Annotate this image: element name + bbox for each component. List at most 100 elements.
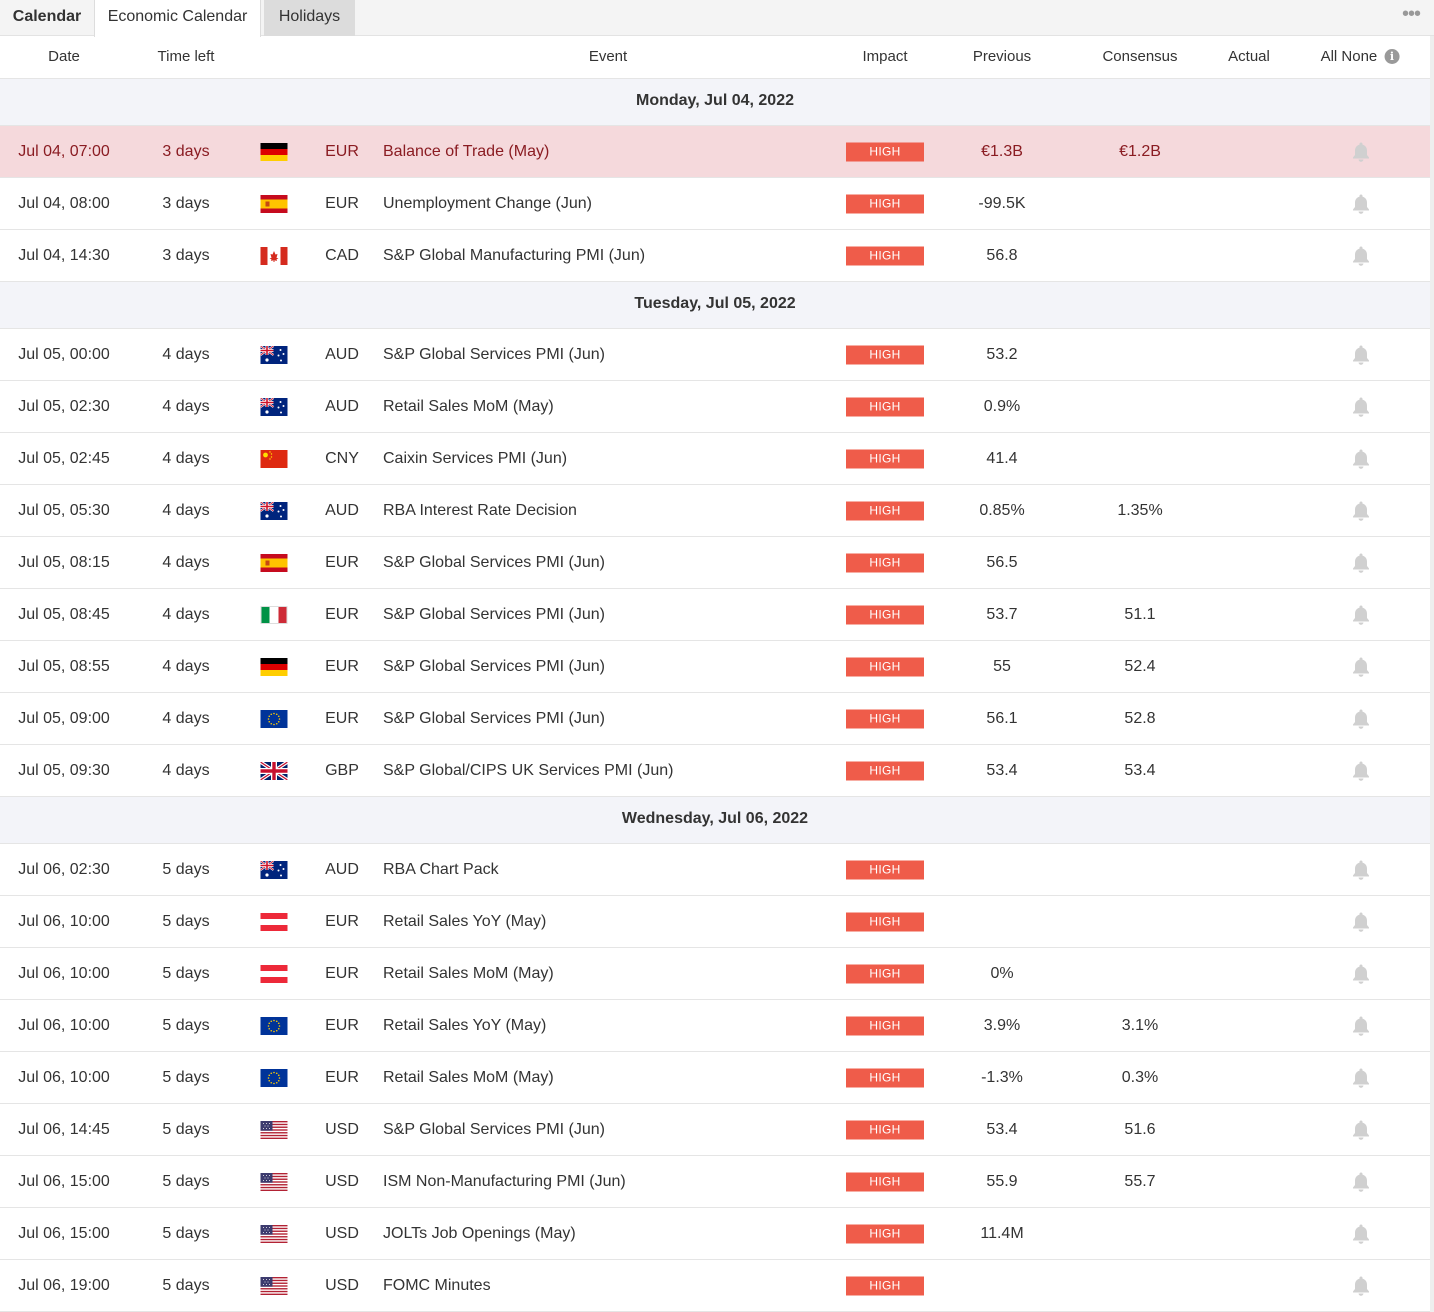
- info-icon[interactable]: i: [1384, 49, 1400, 64]
- scrollbar[interactable]: [1430, 36, 1434, 1312]
- event-currency: EUR: [325, 1068, 359, 1086]
- alerts-toggle-group: All None i: [1321, 48, 1400, 65]
- event-row[interactable]: Jul 06, 10:00 5 days EUR Retail Sales MoM (…: [0, 948, 1430, 1000]
- event-row[interactable]: Jul 06, 10:00 5 days EUR Retail Sales YoY (…: [0, 896, 1430, 948]
- event-row[interactable]: Jul 04, 14:30 3 days CAD S&P Global Manufac…: [0, 230, 1430, 282]
- event-name[interactable]: S&P Global Services PMI (Jun): [383, 345, 606, 363]
- event-name[interactable]: S&P Global Services PMI (Jun): [383, 1120, 606, 1138]
- bell-icon[interactable]: [1351, 448, 1371, 470]
- event-name[interactable]: Retail Sales MoM (May): [383, 964, 554, 982]
- event-row[interactable]: Jul 06, 10:00 5 days EUR Retail Sales MoM (…: [0, 1052, 1430, 1104]
- event-name[interactable]: Balance of Trade (May): [383, 142, 550, 160]
- event-date: Jul 06, 10:00: [18, 912, 110, 930]
- event-row[interactable]: Jul 05, 02:30 4 days AUD Retail Sales MoM (…: [0, 381, 1430, 433]
- event-name[interactable]: Retail Sales YoY (May): [383, 912, 547, 930]
- event-name[interactable]: S&P Global Services PMI (Jun): [383, 553, 606, 571]
- bell-icon[interactable]: [1351, 604, 1371, 626]
- event-name[interactable]: S&P Global Services PMI (Jun): [383, 657, 606, 675]
- event-row[interactable]: Jul 06, 15:00 5 days USD JOLTs Job Openings…: [0, 1208, 1430, 1260]
- event-row[interactable]: Jul 05, 00:00 4 days AUD S&P Global Service…: [0, 329, 1430, 381]
- event-row[interactable]: Jul 06, 02:30 5 days AUD RBA Chart Pack HIGH: [0, 844, 1430, 896]
- col-time-left: Time left: [157, 48, 215, 65]
- tab-holidays[interactable]: Holidays: [264, 0, 355, 36]
- event-row[interactable]: Jul 06, 19:00 5 days USD FOMC Minutes HIGH: [0, 1260, 1430, 1312]
- impact-badge: HIGH: [846, 501, 924, 520]
- tab-bar: Calendar Economic Calendar Holidays •••: [0, 0, 1434, 37]
- event-row[interactable]: Jul 04, 08:00 3 days EUR Unemployment Chang…: [0, 178, 1430, 230]
- event-name[interactable]: Retail Sales MoM (May): [383, 397, 554, 415]
- event-name[interactable]: RBA Interest Rate Decision: [383, 501, 577, 519]
- event-previous: 55: [993, 657, 1011, 675]
- event-name[interactable]: RBA Chart Pack: [383, 860, 499, 878]
- event-name[interactable]: JOLTs Job Openings (May): [383, 1224, 576, 1242]
- col-actual: Actual: [1228, 48, 1270, 65]
- bell-icon[interactable]: [1351, 760, 1371, 782]
- select-none-alerts[interactable]: None: [1341, 48, 1378, 65]
- col-impact: Impact: [862, 48, 908, 65]
- event-name[interactable]: Caixin Services PMI (Jun): [383, 449, 568, 467]
- event-name[interactable]: Retail Sales MoM (May): [383, 1068, 554, 1086]
- economic-calendar-table: Date Time left Event Impact Previous Con…: [0, 36, 1430, 1312]
- event-date: Jul 06, 19:00: [18, 1276, 110, 1294]
- event-name[interactable]: ISM Non-Manufacturing PMI (Jun): [383, 1172, 626, 1190]
- event-row[interactable]: Jul 05, 09:30 4 days GBP S&P Global/CIPS UK…: [0, 745, 1430, 797]
- more-options-icon[interactable]: •••: [1401, 3, 1421, 25]
- flag-de-icon: [260, 142, 288, 161]
- day-header: Wednesday, Jul 06, 2022: [0, 797, 1430, 844]
- event-date: Jul 06, 10:00: [18, 1068, 110, 1086]
- bell-icon[interactable]: [1351, 963, 1371, 985]
- bell-icon[interactable]: [1351, 500, 1371, 522]
- impact-badge: HIGH: [846, 964, 924, 983]
- bell-icon[interactable]: [1351, 141, 1371, 163]
- bell-icon[interactable]: [1351, 1067, 1371, 1089]
- bell-icon[interactable]: [1351, 396, 1371, 418]
- event-row[interactable]: Jul 05, 08:15 4 days EUR S&P Global Service…: [0, 537, 1430, 589]
- event-name[interactable]: Unemployment Change (Jun): [383, 194, 592, 212]
- event-date: Jul 06, 14:45: [18, 1120, 110, 1138]
- tab-calendar[interactable]: Calendar: [12, 8, 82, 25]
- event-name[interactable]: FOMC Minutes: [383, 1276, 491, 1294]
- impact-badge: HIGH: [846, 709, 924, 728]
- impact-badge: HIGH: [846, 397, 924, 416]
- bell-icon[interactable]: [1351, 708, 1371, 730]
- event-currency: AUD: [325, 397, 359, 415]
- bell-icon[interactable]: [1351, 344, 1371, 366]
- bell-icon[interactable]: [1351, 1275, 1371, 1297]
- event-name[interactable]: S&P Global Manufacturing PMI (Jun): [383, 246, 646, 264]
- bell-icon[interactable]: [1351, 1223, 1371, 1245]
- event-row[interactable]: Jul 05, 02:45 4 days CNY Caixin Services PM…: [0, 433, 1430, 485]
- bell-icon[interactable]: [1351, 911, 1371, 933]
- event-name[interactable]: S&P Global Services PMI (Jun): [383, 709, 606, 727]
- impact-badge: HIGH: [846, 246, 924, 265]
- bell-icon[interactable]: [1351, 552, 1371, 574]
- event-date: Jul 04, 08:00: [18, 194, 110, 212]
- event-date: Jul 06, 15:00: [18, 1224, 110, 1242]
- event-currency: CAD: [325, 246, 359, 264]
- event-consensus: 51.1: [1124, 605, 1156, 623]
- bell-icon[interactable]: [1351, 656, 1371, 678]
- event-row[interactable]: Jul 05, 05:30 4 days AUD RBA Interest Rate …: [0, 485, 1430, 537]
- event-row[interactable]: Jul 05, 09:00 4 days EUR S&P Global Service…: [0, 693, 1430, 745]
- tab-economic-calendar[interactable]: Economic Calendar: [94, 0, 261, 37]
- event-currency: EUR: [325, 912, 359, 930]
- event-row[interactable]: Jul 06, 14:45 5 days USD S&P Global Service…: [0, 1104, 1430, 1156]
- event-previous: 56.8: [986, 246, 1018, 264]
- bell-icon[interactable]: [1351, 1171, 1371, 1193]
- bell-icon[interactable]: [1351, 193, 1371, 215]
- event-row[interactable]: Jul 05, 08:55 4 days EUR S&P Global Service…: [0, 641, 1430, 693]
- event-time-left: 3 days: [162, 246, 210, 264]
- event-name[interactable]: Retail Sales YoY (May): [383, 1016, 547, 1034]
- event-name[interactable]: S&P Global/CIPS UK Services PMI (Jun): [383, 761, 674, 779]
- event-row[interactable]: Jul 06, 15:00 5 days USD ISM Non-Manufactur…: [0, 1156, 1430, 1208]
- bell-icon[interactable]: [1351, 1015, 1371, 1037]
- event-currency: EUR: [325, 709, 359, 727]
- bell-icon[interactable]: [1351, 859, 1371, 881]
- select-all-alerts[interactable]: All: [1320, 48, 1338, 65]
- event-row[interactable]: Jul 06, 10:00 5 days EUR Retail Sales YoY (…: [0, 1000, 1430, 1052]
- event-name[interactable]: S&P Global Services PMI (Jun): [383, 605, 606, 623]
- flag-au-icon: [259, 344, 288, 364]
- event-row[interactable]: Jul 05, 08:45 4 days EUR S&P Global Service…: [0, 589, 1430, 641]
- bell-icon[interactable]: [1351, 1119, 1371, 1141]
- event-row[interactable]: Jul 04, 07:00 3 days EUR Balance of Trade (…: [0, 126, 1430, 178]
- bell-icon[interactable]: [1351, 245, 1371, 267]
